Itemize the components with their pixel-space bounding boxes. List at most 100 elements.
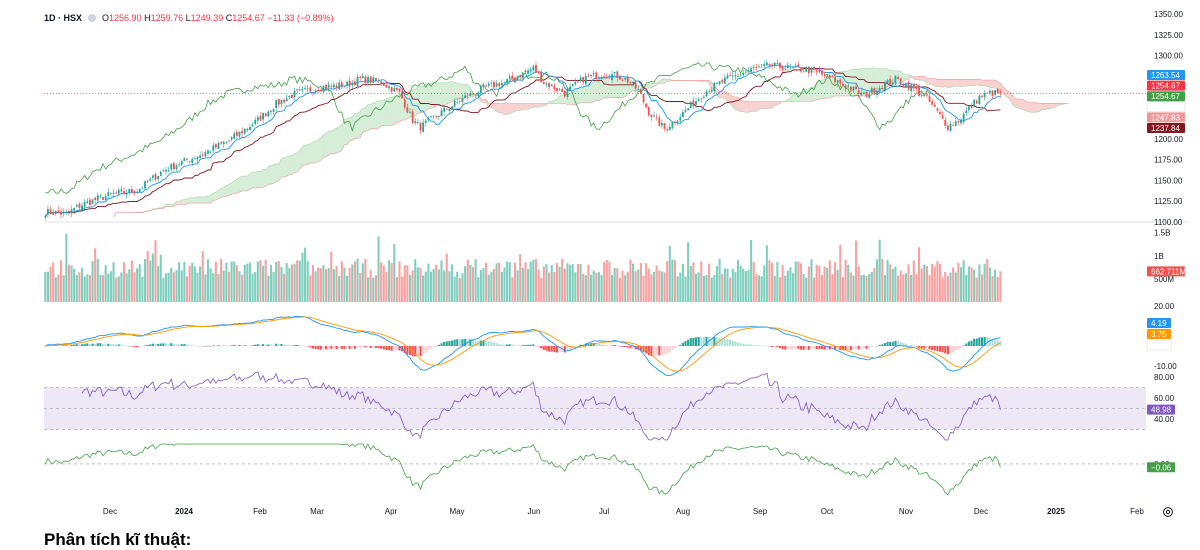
macd-histogram-bar [341, 346, 343, 349]
macd-histogram-bar [616, 346, 618, 347]
volume-bar [485, 263, 487, 302]
volume-bar [640, 263, 642, 302]
candle-body [260, 116, 262, 121]
candle-body [598, 77, 600, 78]
ichimoku-cloud-segment [596, 79, 599, 101]
ichimoku-cloud-segment [205, 196, 208, 203]
macd-histogram-bar [700, 337, 702, 346]
macd-histogram-bar [430, 346, 432, 349]
volume-bar [669, 246, 671, 302]
macd-badge-label: 0.44 [1151, 341, 1167, 350]
volume-bar [204, 274, 206, 302]
candle-body [771, 64, 773, 66]
ichimoku-cloud-segment [990, 80, 993, 88]
candle-body [698, 99, 700, 101]
ichimoku-cloud-segment [226, 184, 229, 196]
volume-bar [152, 254, 154, 302]
candle-body [456, 102, 458, 103]
candle-body [425, 121, 427, 123]
macd-histogram-bar [215, 346, 217, 347]
macd-histogram-bar [879, 345, 881, 346]
candle-body [346, 82, 348, 86]
macd-histogram-bar [889, 342, 891, 346]
macd-histogram-bar [808, 346, 810, 350]
macd-histogram-bar [543, 346, 545, 350]
volume-bar [724, 268, 726, 302]
volume-bar [860, 275, 862, 302]
ichimoku-cloud-segment [358, 111, 361, 138]
candle-body [727, 75, 729, 78]
candle-body [713, 83, 715, 91]
candle-body [451, 106, 453, 109]
candle-body [821, 70, 823, 74]
candle-body [703, 97, 705, 98]
volume-bar [351, 264, 353, 302]
macd-histogram-bar [627, 346, 629, 348]
volume-bar [406, 265, 408, 302]
volume-bar [658, 271, 660, 302]
volume-bar [842, 277, 844, 302]
volume-bar [301, 253, 303, 302]
candle-body [349, 81, 351, 87]
volume-bar [792, 273, 794, 302]
ichimoku-cloud-segment [177, 201, 180, 204]
candle-body [236, 132, 238, 136]
volume-bar [47, 272, 49, 302]
candle-body [561, 89, 563, 92]
ichimoku-cloud-segment [337, 127, 340, 153]
macd-histogram-bar [553, 346, 555, 352]
volume-bar [572, 264, 574, 302]
ichimoku-cloud-segment [1034, 103, 1037, 113]
volume-bar [527, 269, 529, 302]
macd-histogram-bar [768, 346, 770, 347]
candle-body [181, 161, 183, 165]
ichimoku-cloud-segment [583, 86, 586, 103]
volume-bar [236, 265, 238, 302]
ichimoku-cloud-segment [977, 79, 980, 85]
ichimoku-cloud-segment [242, 176, 245, 191]
volume-bar [648, 269, 650, 302]
macd-histogram-bar [223, 345, 225, 346]
macd-histogram-bar [545, 346, 547, 351]
macd-histogram-bar [233, 345, 235, 346]
volume-bar [196, 273, 198, 302]
ichimoku-cloud-segment [271, 165, 274, 184]
candle-body [763, 64, 765, 66]
candle-body [706, 91, 708, 96]
macd-histogram-bar [947, 346, 949, 354]
macd-histogram-bar [249, 345, 251, 346]
volume-bar [692, 262, 694, 302]
macd-histogram-bar [393, 346, 395, 351]
volume-bar [879, 240, 881, 302]
ichimoku-cloud-segment [586, 85, 589, 103]
macd-histogram-bar [427, 346, 429, 351]
macd-histogram-bar [810, 346, 812, 349]
settings-button[interactable] [1160, 504, 1176, 520]
volume-bar [603, 262, 605, 302]
macd-histogram-bar [123, 345, 125, 346]
ichimoku-cloud-segment [439, 83, 442, 106]
macd-histogram-bar [530, 345, 532, 346]
ichimoku-cloud-segment [310, 142, 313, 162]
volume-bar [949, 273, 951, 302]
candle-body [312, 93, 314, 94]
volume-bar [538, 270, 540, 302]
volume-bar [931, 264, 933, 302]
volume-bar [189, 266, 191, 302]
macd-histogram-bar [141, 346, 143, 347]
volume-bar [328, 268, 330, 302]
time-axis-tick-label: Nov [899, 507, 913, 516]
candle-body [732, 76, 734, 77]
volume-bar [404, 265, 406, 302]
volume-bar [270, 265, 272, 302]
candle-body [448, 109, 450, 111]
candle-body [414, 121, 416, 123]
macd-histogram-bar [202, 346, 204, 347]
volume-bar [776, 262, 778, 302]
volume-bar [910, 275, 912, 302]
volume-bar [312, 265, 314, 302]
ichimoku-cloud-segment [767, 101, 770, 108]
volume-bar [863, 275, 865, 302]
volume-bar [774, 276, 776, 302]
